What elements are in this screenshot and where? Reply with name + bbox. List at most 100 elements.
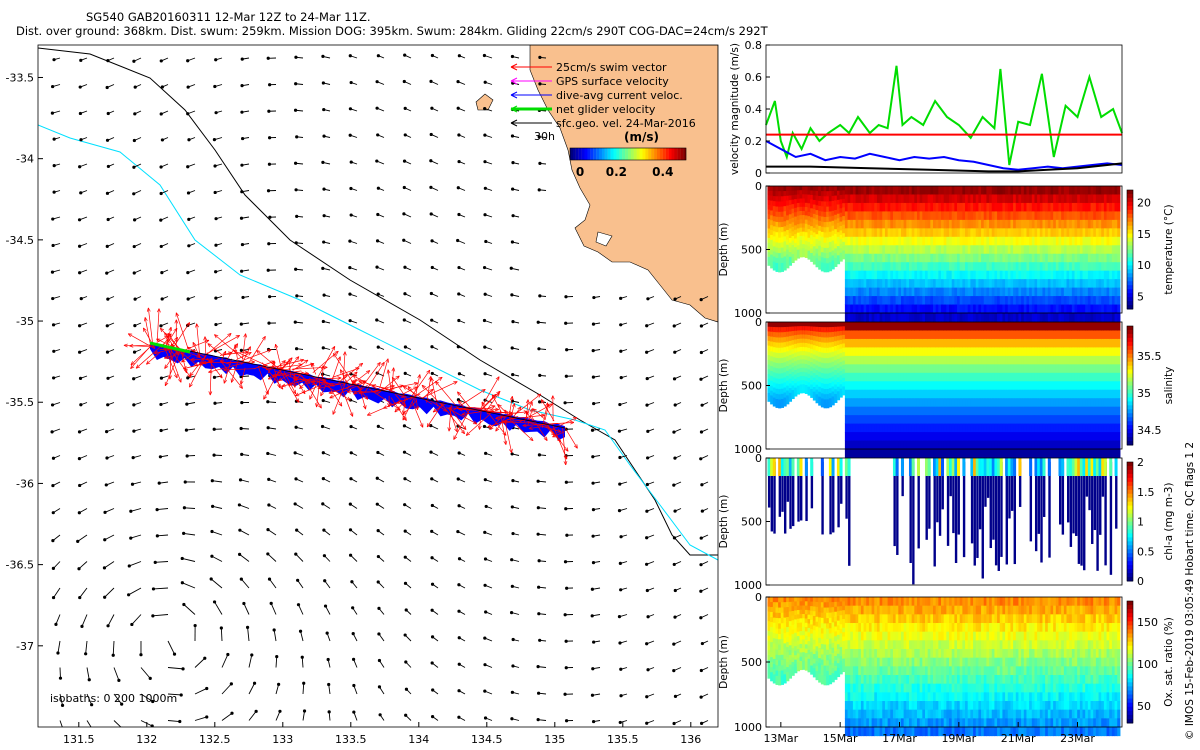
data-profile [770,190,774,200]
data-profile [1069,194,1073,204]
geo-velocity-arrow [167,720,180,722]
data-profile [903,347,907,357]
data-profile [943,279,947,289]
data-profile [1061,228,1065,238]
geo-velocity-arrow-head [699,563,703,567]
data-profile [900,211,905,221]
data-profile [783,372,787,382]
colorbar-swatch [610,148,614,160]
swim-vector-head [564,447,569,452]
data-profile [900,279,905,289]
data-profile [973,194,977,204]
data-profile [863,287,867,297]
geo-velocity-arrow [302,683,305,695]
data-profile [914,406,918,416]
data-profile [1069,245,1073,255]
data-profile [884,330,889,340]
data-profile [815,322,819,331]
geo-velocity-arrow-head [430,715,435,719]
data-profile [1005,202,1009,212]
data-profile [919,296,923,306]
data-profile [884,423,889,433]
data-profile [775,347,779,357]
data-profile [860,338,865,348]
data-profile [826,263,830,273]
swim-vector-head [504,409,509,414]
data-profile [927,194,931,204]
data-profile [1007,236,1011,246]
geo-velocity-arrow-head [591,667,595,671]
data-profile [1071,194,1076,204]
data-profile [831,190,835,200]
data-profile [783,377,787,387]
data-profile [823,378,827,388]
geo-velocity-arrow-head [672,430,676,434]
data-profile [826,216,830,226]
data-profile [844,415,849,425]
geo-velocity-arrow-head [185,454,189,458]
geo-velocity-arrow-head [111,653,115,657]
geo-velocity-arrow [211,531,223,536]
data-profile [1069,287,1073,297]
data-profile [847,440,851,450]
data-profile [906,338,910,348]
data-profile [957,194,961,204]
data-profile [858,406,862,416]
data-profile [855,219,859,229]
geo-velocity-arrow [243,603,250,615]
data-profile [919,262,923,272]
data-profile [1023,262,1027,272]
data-profile [775,357,779,367]
swim-vector-head [247,351,252,356]
geo-velocity-arrow-head [619,588,623,592]
data-profile [916,313,921,322]
geo-velocity-arrow-head [78,483,82,488]
data-profile [1117,313,1121,322]
data-profile [914,296,918,306]
colorbar-frame [569,147,687,161]
data-profile [922,304,926,314]
data-profile [898,355,902,365]
data-profile [938,245,942,255]
swim-vector-head [525,399,530,404]
geo-velocity-arrow-head [106,624,110,628]
data-profile [911,440,915,450]
data-profile [868,202,873,212]
data-profile [770,244,774,254]
data-profile [767,228,771,238]
geo-velocity-arrow-head [187,138,191,142]
data-profile [1098,228,1102,238]
data-profile [855,423,859,433]
data-profile [1101,262,1105,272]
data-profile [1045,236,1049,246]
data-profile [786,361,790,371]
geo-velocity-arrow-head [349,80,353,85]
data-profile [786,385,790,395]
data-profile [989,270,993,280]
data-profile [767,204,771,214]
geo-velocity-arrow-head [348,292,352,296]
data-profile [914,338,918,348]
data-profile [981,211,985,221]
data-profile [970,253,974,263]
data-profile [767,186,771,195]
data-profile [981,270,985,280]
data-profile [1063,296,1068,306]
data-profile [933,432,937,442]
data-profile [826,227,830,237]
data-profile [922,228,926,238]
swim-vector [275,344,283,371]
data-profile [906,389,910,399]
swim-vector-head [362,405,367,410]
data-profile [978,262,982,272]
data-profile [1010,228,1014,238]
data-profile [938,270,942,280]
data-profile [991,202,995,212]
data-profile [855,389,859,399]
geo-velocity-arrow [77,534,88,542]
geo-velocity-arrow [79,587,88,598]
data-profile [962,219,966,229]
data-profile [1055,211,1060,221]
data-profile [1005,236,1009,246]
data-profile [890,381,894,391]
